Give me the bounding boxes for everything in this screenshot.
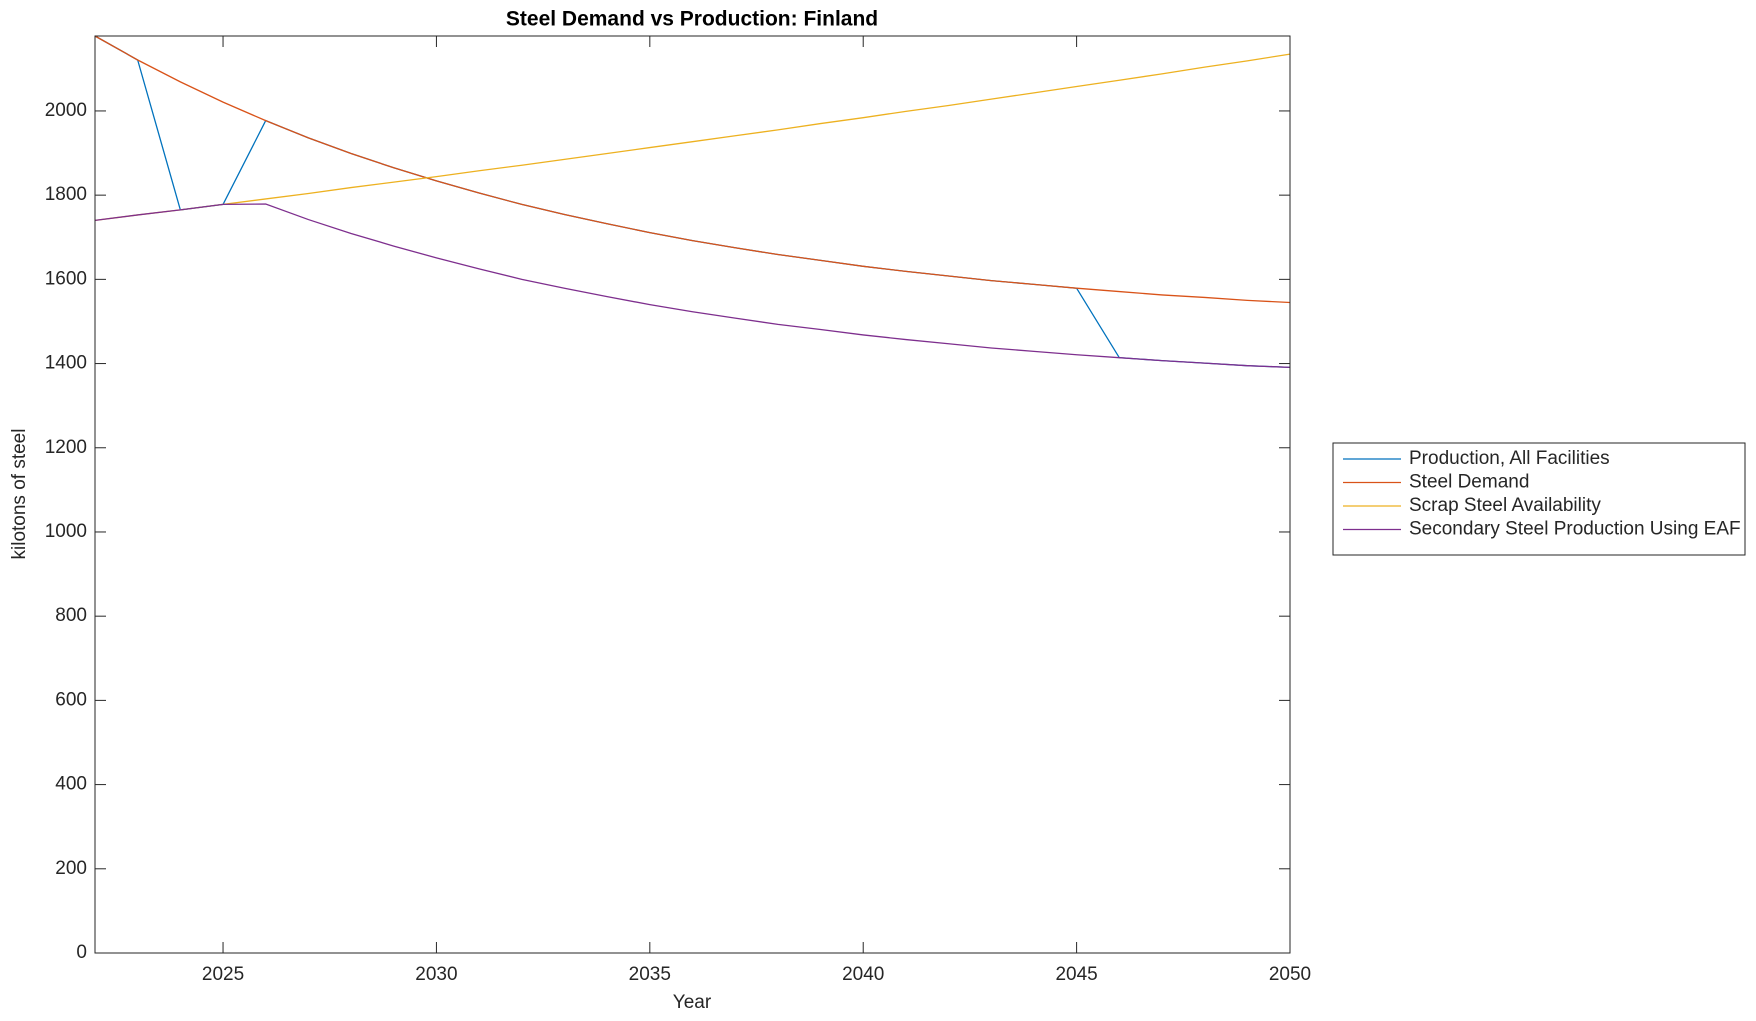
y-axis-label: kilotons of steel [9,429,30,560]
data-line [94,53,1291,222]
data-line [94,203,1291,368]
y-tick-label: 1200 [45,437,87,458]
legend-label: Production, All Facilities [1409,448,1610,469]
x-tick-label: 2030 [415,964,457,985]
x-tick-label: 2035 [629,964,671,985]
legend-label: Secondary Steel Production Using EAF [1409,519,1741,540]
data-line [94,35,1291,368]
x-axis-label: Year [673,992,712,1013]
y-tick-label: 1400 [45,353,87,374]
legend-label: Steel Demand [1409,472,1529,493]
plot-frame [94,35,1291,954]
x-tick-label: 2025 [202,964,244,985]
x-tick-label: 2040 [842,964,884,985]
y-tick-label: 2000 [45,100,87,121]
y-tick-label: 400 [55,774,87,795]
x-tick-label: 2045 [1055,964,1097,985]
legend-box [1332,442,1746,556]
x-tick-label: 2050 [1269,964,1311,985]
y-tick-label: 200 [55,858,87,879]
y-tick-label: 1000 [45,521,87,542]
y-tick-label: 1800 [45,184,87,205]
y-tick-label: 1600 [45,268,87,289]
y-tick-label: 600 [55,689,87,710]
chart-title: Steel Demand vs Production: Finland [506,8,878,31]
y-tick-label: 0 [76,942,87,963]
legend-label: Scrap Steel Availability [1409,495,1601,516]
y-tick-label: 800 [55,605,87,626]
data-line [94,35,1291,304]
